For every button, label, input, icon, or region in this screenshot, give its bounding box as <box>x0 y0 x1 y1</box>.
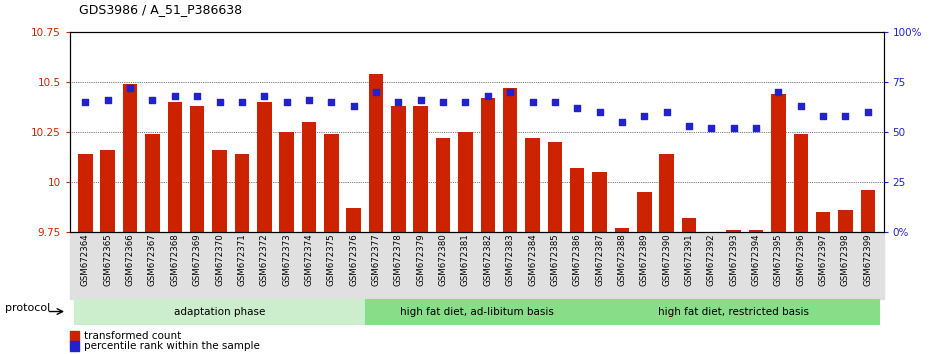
Bar <box>123 84 138 232</box>
Point <box>793 103 808 109</box>
Point <box>368 89 383 95</box>
Bar <box>346 208 361 232</box>
Bar <box>234 154 249 232</box>
Bar <box>145 134 160 232</box>
Bar <box>525 138 539 232</box>
Bar <box>324 134 339 232</box>
Bar <box>659 154 674 232</box>
Bar <box>793 134 808 232</box>
Point <box>682 123 697 129</box>
Bar <box>369 74 383 232</box>
Point <box>816 113 830 119</box>
Point <box>481 93 496 99</box>
Bar <box>548 142 562 232</box>
Text: high fat diet, ad-libitum basis: high fat diet, ad-libitum basis <box>400 307 553 316</box>
Point <box>458 99 472 105</box>
Point <box>749 125 764 131</box>
Bar <box>570 168 584 232</box>
Bar <box>78 154 93 232</box>
Bar <box>257 102 272 232</box>
Bar <box>279 132 294 232</box>
Text: adaptation phase: adaptation phase <box>174 307 265 316</box>
Point <box>637 113 652 119</box>
Bar <box>100 150 115 232</box>
Point <box>860 109 875 115</box>
Text: percentile rank within the sample: percentile rank within the sample <box>84 341 259 351</box>
Bar <box>392 106 405 232</box>
Point <box>301 97 316 103</box>
Point <box>212 99 227 105</box>
Text: GDS3986 / A_51_P386638: GDS3986 / A_51_P386638 <box>79 3 242 16</box>
Point <box>592 109 607 115</box>
Point <box>503 89 518 95</box>
Text: high fat diet, restricted basis: high fat diet, restricted basis <box>658 307 809 316</box>
Bar <box>749 230 764 232</box>
Point <box>145 97 160 103</box>
Bar <box>190 106 205 232</box>
Point <box>659 109 674 115</box>
Bar <box>860 190 875 232</box>
Point <box>435 99 450 105</box>
Point <box>100 97 115 103</box>
Bar <box>458 132 472 232</box>
Point <box>838 113 853 119</box>
Point <box>324 99 339 105</box>
Text: protocol: protocol <box>5 303 50 313</box>
Bar <box>436 138 450 232</box>
Point <box>234 99 249 105</box>
Point <box>123 85 138 91</box>
Text: transformed count: transformed count <box>84 331 181 341</box>
Bar <box>503 88 517 232</box>
Point <box>346 103 361 109</box>
Bar <box>637 192 652 232</box>
Bar <box>726 230 741 232</box>
Point <box>615 119 630 125</box>
Point <box>525 99 540 105</box>
Bar <box>212 150 227 232</box>
Point <box>726 125 741 131</box>
Point <box>548 99 563 105</box>
Bar <box>592 172 607 232</box>
Point <box>190 93 205 99</box>
Bar <box>301 122 316 232</box>
Point <box>771 89 786 95</box>
Point <box>413 97 428 103</box>
Bar <box>816 212 830 232</box>
Point <box>257 93 272 99</box>
Bar <box>167 102 182 232</box>
Point <box>167 93 182 99</box>
Point <box>704 125 719 131</box>
Bar <box>481 98 495 232</box>
Point <box>78 99 93 105</box>
Point <box>279 99 294 105</box>
Bar <box>771 94 786 232</box>
Bar <box>414 106 428 232</box>
Bar <box>615 228 630 232</box>
Bar <box>682 218 697 232</box>
Point <box>391 99 405 105</box>
Point <box>570 105 585 111</box>
Bar <box>838 210 853 232</box>
